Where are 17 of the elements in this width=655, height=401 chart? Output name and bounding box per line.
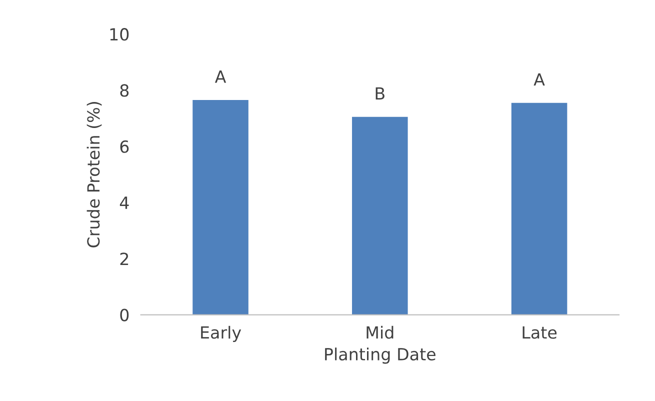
x-tick-label: Late [522,326,557,339]
y-tick-label: 10 [110,28,129,41]
y-axis-title: Crude Protein (%) [86,102,102,248]
bar [511,102,568,315]
y-tick-label: 6 [120,140,129,153]
bar [352,116,408,315]
y-tick-label: 0 [120,308,129,322]
y-tick-label: 2 [120,252,128,265]
y-tick-label: 8 [120,84,129,97]
annotation: A [534,73,545,86]
x-tick-label: Early [201,326,242,342]
bar [192,100,248,315]
y-tick-label: 4 [120,196,129,209]
x-tick-label: Mid [366,326,394,339]
annotation: B [376,87,384,100]
x-axis-title: Planting Date [325,348,436,364]
annotation: A [214,70,226,83]
